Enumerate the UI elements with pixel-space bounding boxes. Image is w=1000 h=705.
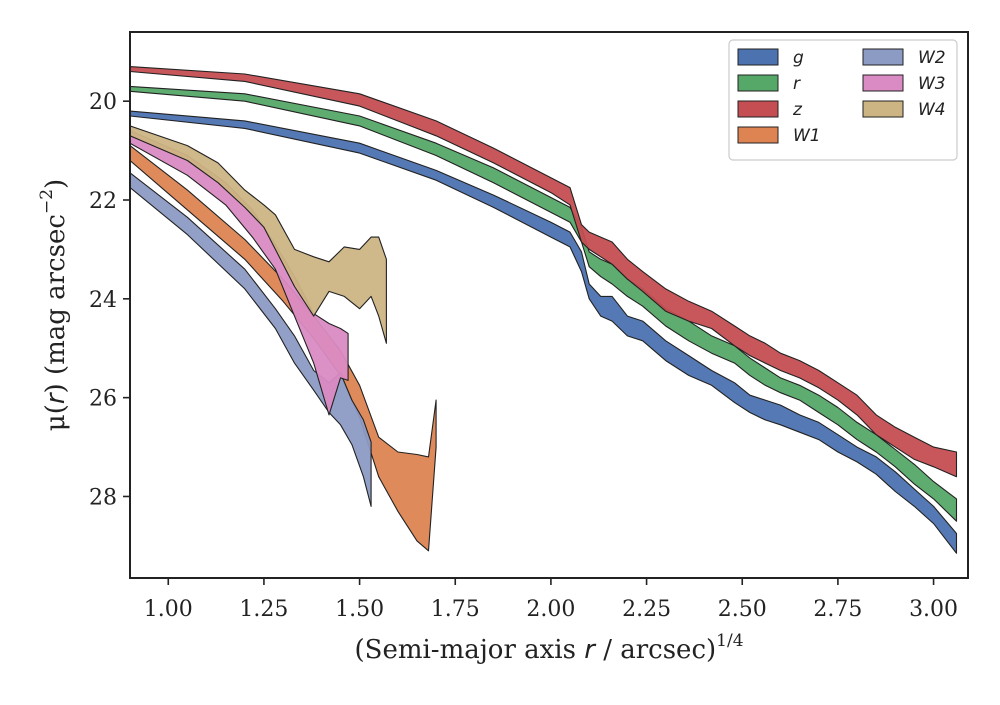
legend-swatch-w4 [862,100,904,118]
plot-frame [129,31,969,579]
x-tick-label: 1.25 [239,597,288,622]
x-axis: 1.00 1.25 1.50 1.75 2.00 2.25 2.50 2.75 3.00 [144,578,958,622]
x-tick-label: 1.50 [335,597,384,622]
x-axis-label: (Semi-major axis r / arcsec)1/4 [354,631,743,665]
band-w2 [130,172,372,507]
x-tick-label: 2.75 [813,597,862,622]
legend-label-w1: W1 [793,126,821,146]
x-tick-label: 2.50 [718,597,767,622]
legend-swatch-w3 [862,74,904,92]
legend-label-w3: W3 [918,74,946,94]
y-axis-label: μ(r) (mag arcsec−2) [37,179,71,431]
band-r [130,85,958,522]
x-tick-label: 3.00 [909,597,958,622]
legend-swatch-z [737,100,779,118]
legend-box [728,39,958,161]
x-tick-label: 1.00 [144,597,193,622]
y-tick-label: 26 [89,387,117,412]
legend-label-w2: W2 [918,48,946,68]
legend: grz W1 W2 W3 W4 [728,39,958,161]
x-tick-label: 1.75 [431,597,480,622]
legend-swatch-g [737,48,779,66]
legend-label-r: r [793,74,801,94]
legend-label-w4: W4 [918,100,946,120]
y-tick-label: 22 [89,189,117,214]
band-z [130,66,958,478]
legend-swatch-r [737,74,779,92]
band-group [130,66,958,554]
y-axis: 20 22 24 26 28 [89,90,130,510]
legend-label-z: z [792,100,803,120]
y-tick-label: 24 [89,288,117,313]
legend-swatch-w1 [737,126,779,144]
legend-swatch-w2 [862,48,904,66]
x-tick-label: 2.00 [526,597,575,622]
band-w4 [130,125,387,344]
y-tick-label: 20 [89,90,117,115]
y-tick-label: 28 [89,485,117,510]
x-tick-label: 2.25 [622,597,671,622]
band-g [130,110,958,554]
legend-label-g: g [793,48,804,68]
